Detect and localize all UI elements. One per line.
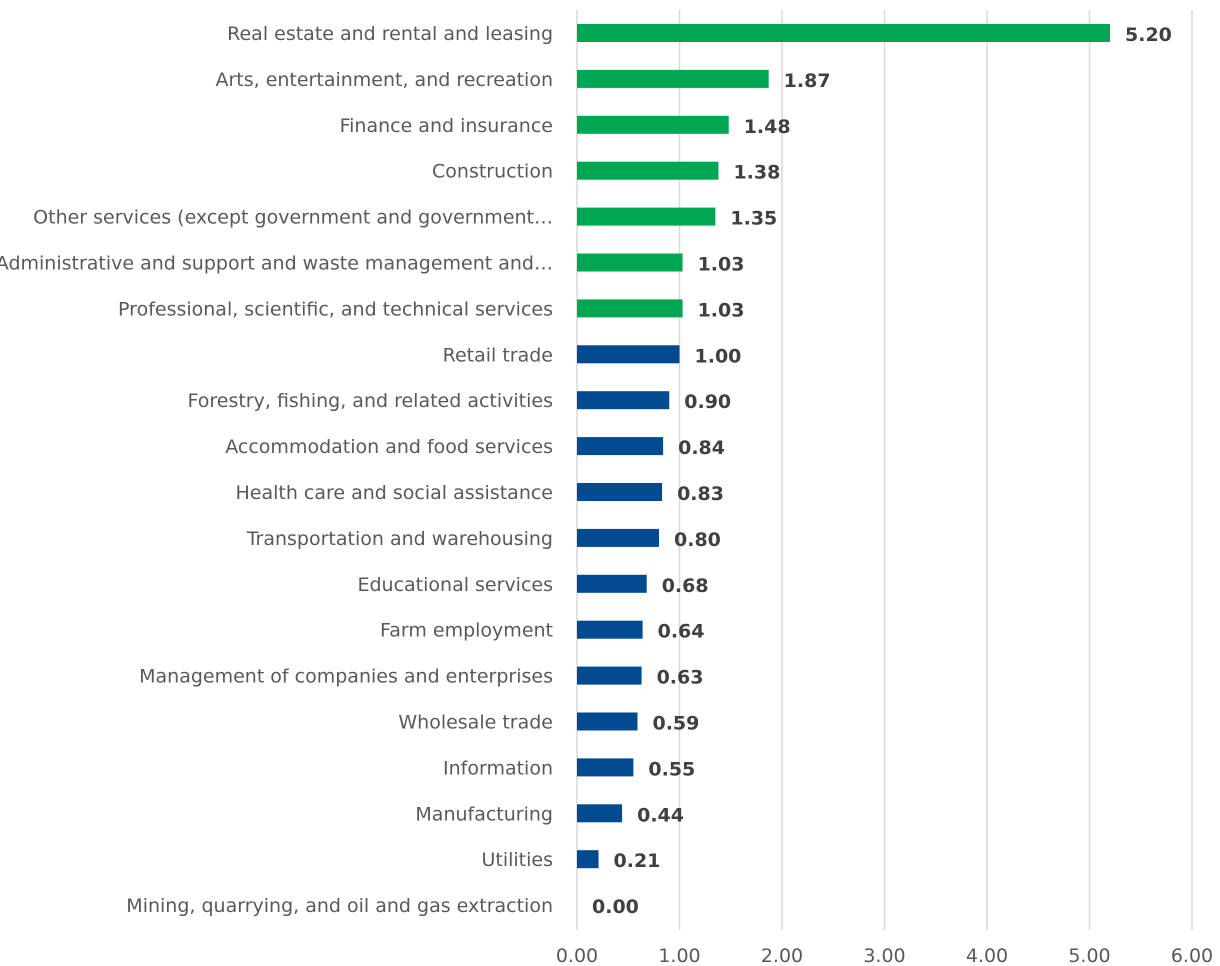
value-labels: 5.20 1.87 1.48 1.38 1.35 1.03 1.03 1.00 0.90 0.84… <box>592 24 1172 918</box>
value-label-12: 0.68 <box>662 575 709 597</box>
value-label-19: 0.00 <box>592 896 639 918</box>
gridlines <box>576 10 1193 930</box>
x-axis-tick-labels: 0.00 1.00 2.00 3.00 4.00 5.00 6.00 <box>556 945 1213 966</box>
value-label-11: 0.80 <box>674 529 721 551</box>
x-tick-label-3: 3.00 <box>863 945 905 966</box>
x-tick-label-6: 6.00 <box>1171 945 1213 966</box>
bar-16 <box>577 758 634 777</box>
bar-10 <box>577 483 663 501</box>
value-label-17: 0.44 <box>637 804 684 826</box>
bar-15 <box>577 712 638 731</box>
bar-14 <box>577 666 642 685</box>
category-label-1: Arts, entertainment, and recreation <box>215 69 553 91</box>
value-label-5: 1.03 <box>698 254 745 276</box>
bar-0 <box>577 24 1110 42</box>
bar-18 <box>577 850 599 869</box>
value-label-16: 0.55 <box>648 758 695 780</box>
category-label-0: Real estate and rental and leasing <box>227 23 553 45</box>
bar-2 <box>577 115 729 134</box>
value-label-0: 5.20 <box>1125 24 1172 46</box>
category-label-15: Wholesale trade <box>398 712 553 734</box>
category-label-18: Utilities <box>481 849 553 871</box>
category-label-2: Finance and insurance <box>340 115 553 137</box>
category-labels: Real estate and rental and leasing Arts, … <box>0 23 553 917</box>
category-label-17: Manufacturing <box>415 803 553 825</box>
value-label-14: 0.63 <box>657 667 704 689</box>
value-label-15: 0.59 <box>652 713 699 735</box>
value-label-7: 1.00 <box>695 345 742 367</box>
bar-13 <box>577 620 643 639</box>
category-label-4: Other services (except government and go… <box>33 207 553 229</box>
x-tick-label-4: 4.00 <box>966 945 1008 966</box>
x-tick-label-5: 5.00 <box>1068 945 1110 966</box>
bar-17 <box>577 804 623 823</box>
bar-7 <box>577 345 680 364</box>
value-label-1: 1.87 <box>784 70 831 92</box>
value-label-18: 0.21 <box>614 850 661 872</box>
bar-11 <box>577 528 659 547</box>
bar-8 <box>577 391 670 410</box>
bar-6 <box>577 299 683 318</box>
bar-5 <box>577 253 683 272</box>
bar-9 <box>577 437 664 456</box>
category-label-11: Transportation and warehousing <box>246 528 553 550</box>
value-label-6: 1.03 <box>698 299 745 321</box>
category-label-5: Administrative and support and waste man… <box>0 253 553 275</box>
category-label-10: Health care and social assistance <box>235 482 553 504</box>
x-tick-label-0: 0.00 <box>556 945 598 966</box>
x-tick-label-2: 2.00 <box>761 945 803 966</box>
value-label-13: 0.64 <box>658 621 705 643</box>
category-label-9: Accommodation and food services <box>225 436 553 458</box>
bar-1 <box>577 69 769 88</box>
value-label-9: 0.84 <box>678 437 725 459</box>
category-label-16: Information <box>443 757 553 779</box>
category-label-6: Professional, scientific, and technical … <box>118 298 553 320</box>
value-label-3: 1.38 <box>733 162 780 184</box>
category-label-8: Forestry, fishing, and related activitie… <box>188 390 554 412</box>
bars <box>577 24 1110 869</box>
bar-4 <box>577 207 716 226</box>
bar-12 <box>577 574 647 593</box>
value-label-4: 1.35 <box>730 208 777 230</box>
value-label-2: 1.48 <box>744 116 791 138</box>
category-label-19: Mining, quarrying, and oil and gas extra… <box>126 895 553 917</box>
category-label-3: Construction <box>432 161 553 183</box>
category-label-12: Educational services <box>357 574 553 596</box>
value-label-10: 0.83 <box>677 483 724 505</box>
category-label-13: Farm employment <box>380 620 553 642</box>
category-label-14: Management of companies and enterprises <box>139 666 553 688</box>
value-label-8: 0.90 <box>684 391 731 413</box>
bar-3 <box>577 161 719 180</box>
category-label-7: Retail trade <box>443 344 553 366</box>
x-tick-label-1: 1.00 <box>658 945 700 966</box>
